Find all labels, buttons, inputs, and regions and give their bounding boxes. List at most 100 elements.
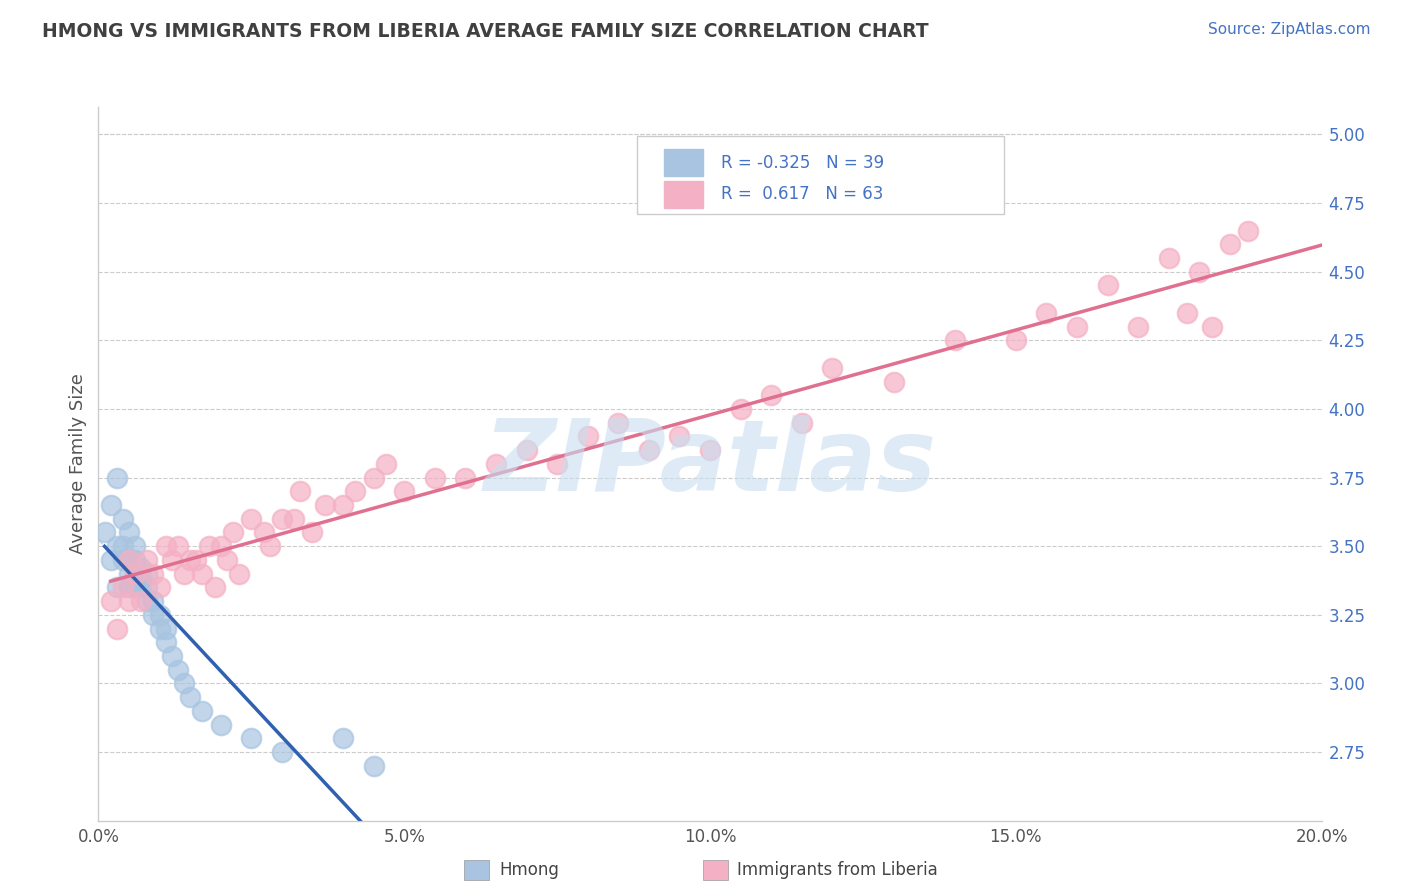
Point <box>118 525 141 540</box>
Point <box>136 594 159 608</box>
Point <box>668 429 690 443</box>
Point <box>759 388 782 402</box>
Point <box>270 512 292 526</box>
Point <box>197 539 219 553</box>
Point <box>290 484 312 499</box>
Bar <box>664 149 703 177</box>
Point <box>1201 319 1223 334</box>
Point <box>179 690 201 705</box>
Point <box>252 525 274 540</box>
Point <box>637 443 661 458</box>
Point <box>136 566 159 581</box>
Point <box>191 704 214 718</box>
Point <box>105 580 128 594</box>
Point <box>1097 278 1119 293</box>
Point <box>314 498 336 512</box>
Point <box>160 648 183 663</box>
Point <box>209 539 232 553</box>
Point <box>179 553 201 567</box>
Point <box>1004 334 1026 348</box>
Point <box>363 470 385 484</box>
Point <box>100 553 122 567</box>
Point <box>173 676 195 690</box>
Point <box>105 470 128 484</box>
Text: R = -0.325   N = 39: R = -0.325 N = 39 <box>721 153 884 171</box>
Y-axis label: Average Family Size: Average Family Size <box>69 374 87 554</box>
Point <box>699 443 721 458</box>
Text: R =  0.617   N = 63: R = 0.617 N = 63 <box>721 186 883 203</box>
Point <box>576 429 599 443</box>
Point <box>155 622 177 636</box>
Point <box>821 360 844 375</box>
Text: Immigrants from Liberia: Immigrants from Liberia <box>737 861 938 879</box>
Point <box>124 566 146 581</box>
Point <box>142 566 165 581</box>
Point <box>270 745 292 759</box>
Point <box>1175 306 1198 320</box>
Point <box>155 539 177 553</box>
Point <box>392 484 416 499</box>
Point <box>118 553 141 567</box>
Point <box>209 717 232 731</box>
Point <box>105 622 128 636</box>
Point <box>149 580 172 594</box>
Text: Source: ZipAtlas.com: Source: ZipAtlas.com <box>1208 22 1371 37</box>
Point <box>790 416 813 430</box>
Point <box>136 580 159 594</box>
Point <box>173 566 195 581</box>
Point <box>1237 223 1260 237</box>
Point <box>167 539 190 553</box>
Point <box>240 731 263 746</box>
Point <box>730 401 752 416</box>
Text: ZIPatlas: ZIPatlas <box>484 416 936 512</box>
Point <box>215 553 238 567</box>
Point <box>374 457 396 471</box>
Point <box>1188 265 1211 279</box>
Point <box>111 512 134 526</box>
Point <box>100 594 122 608</box>
Bar <box>637 136 1004 214</box>
Point <box>149 622 172 636</box>
Point <box>332 731 354 746</box>
Point <box>118 580 141 594</box>
Point <box>167 663 190 677</box>
Point <box>142 594 165 608</box>
Point <box>111 539 134 553</box>
Point <box>363 758 385 772</box>
Point <box>1157 251 1180 265</box>
Point <box>93 525 115 540</box>
Point <box>283 512 305 526</box>
Point <box>1066 319 1088 334</box>
Point <box>186 553 208 567</box>
Point <box>332 498 354 512</box>
Point <box>155 635 177 649</box>
Point <box>118 594 141 608</box>
Point <box>191 566 214 581</box>
Point <box>1035 306 1057 320</box>
Point <box>111 553 134 567</box>
Point <box>136 553 159 567</box>
Point <box>607 416 630 430</box>
Point <box>124 539 146 553</box>
Point <box>301 525 323 540</box>
Point <box>423 470 446 484</box>
Point <box>111 580 134 594</box>
Point <box>240 512 263 526</box>
Point <box>454 470 477 484</box>
Point <box>124 566 146 581</box>
Point <box>118 553 141 567</box>
Point <box>943 334 966 348</box>
Point <box>129 572 152 586</box>
Point <box>516 443 538 458</box>
Point <box>149 607 172 622</box>
Point <box>129 580 152 594</box>
Bar <box>664 180 703 208</box>
Point <box>228 566 250 581</box>
Point <box>105 539 128 553</box>
Point <box>259 539 281 553</box>
Point <box>883 375 905 389</box>
Point <box>118 566 141 581</box>
Point <box>129 594 152 608</box>
Point <box>129 561 152 575</box>
Point <box>344 484 367 499</box>
